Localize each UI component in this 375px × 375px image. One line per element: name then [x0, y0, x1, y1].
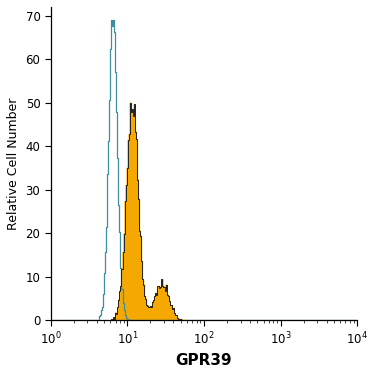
Y-axis label: Relative Cell Number: Relative Cell Number — [7, 98, 20, 230]
X-axis label: GPR39: GPR39 — [176, 353, 232, 368]
